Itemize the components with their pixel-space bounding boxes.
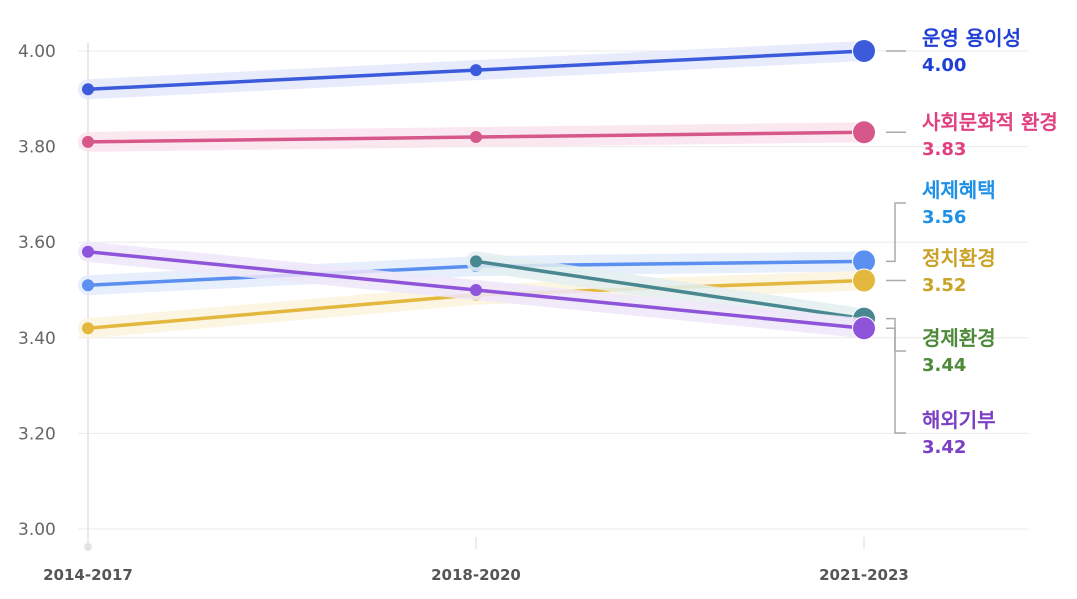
data-point — [853, 121, 875, 144]
data-point — [853, 269, 875, 292]
x-axis: 2014-2017 2018-2020 2021-2023 — [43, 537, 909, 584]
y-tick-label: 3.40 — [18, 329, 56, 349]
series-value-label: 3.44 — [922, 355, 966, 376]
data-point — [470, 255, 482, 268]
series — [78, 120, 876, 152]
y-tick-label: 3.80 — [18, 138, 56, 158]
series-value-label: 4.00 — [922, 55, 966, 76]
series-name-label: 사회문화적 환경 — [922, 110, 1058, 134]
data-point — [853, 250, 875, 273]
label-connector — [886, 317, 906, 352]
y-tick-label: 4.00 — [18, 42, 56, 62]
data-point — [82, 83, 94, 96]
series-value-label: 3.52 — [922, 275, 966, 296]
label-connector — [886, 202, 906, 263]
data-point — [470, 284, 482, 296]
series — [78, 241, 876, 341]
data-point — [82, 245, 94, 258]
series-name-label: 운영 용이성 — [922, 26, 1021, 50]
series — [78, 39, 876, 100]
series-line — [474, 259, 866, 321]
series-name-label: 경제환경 — [922, 326, 996, 350]
series-value-label: 3.42 — [922, 437, 966, 458]
data-point — [470, 64, 482, 77]
data-point — [82, 279, 94, 292]
data-point — [853, 317, 875, 340]
x-tick-label: 2018-2020 — [431, 566, 521, 584]
series-value-label: 3.83 — [922, 139, 966, 160]
y-tick-label: 3.00 — [18, 520, 56, 540]
series-name-label: 정치환경 — [922, 246, 996, 270]
y-tick-label: 3.20 — [18, 424, 56, 444]
end-labels: 운영 용이성 4.00 사회문화적 환경 3.83 세제혜택 3.56 정치환경 3.52 경제… — [886, 26, 1058, 458]
series-name-label: 해외기부 — [922, 408, 996, 432]
series-layer — [78, 39, 876, 341]
label-connector — [886, 327, 906, 434]
series-value-label: 3.56 — [922, 207, 966, 228]
data-point — [853, 40, 875, 62]
y-axis: 3.00 3.20 3.40 3.60 3.80 4.00 — [18, 42, 56, 540]
data-point — [82, 135, 94, 148]
data-point — [82, 322, 94, 335]
x-tick-label: 2021-2023 — [819, 566, 909, 584]
x-tick-label: 2014-2017 — [43, 566, 133, 584]
data-point — [470, 131, 482, 144]
series-name-label: 세제혜택 — [922, 178, 996, 202]
y-tick-label: 3.60 — [18, 233, 56, 253]
